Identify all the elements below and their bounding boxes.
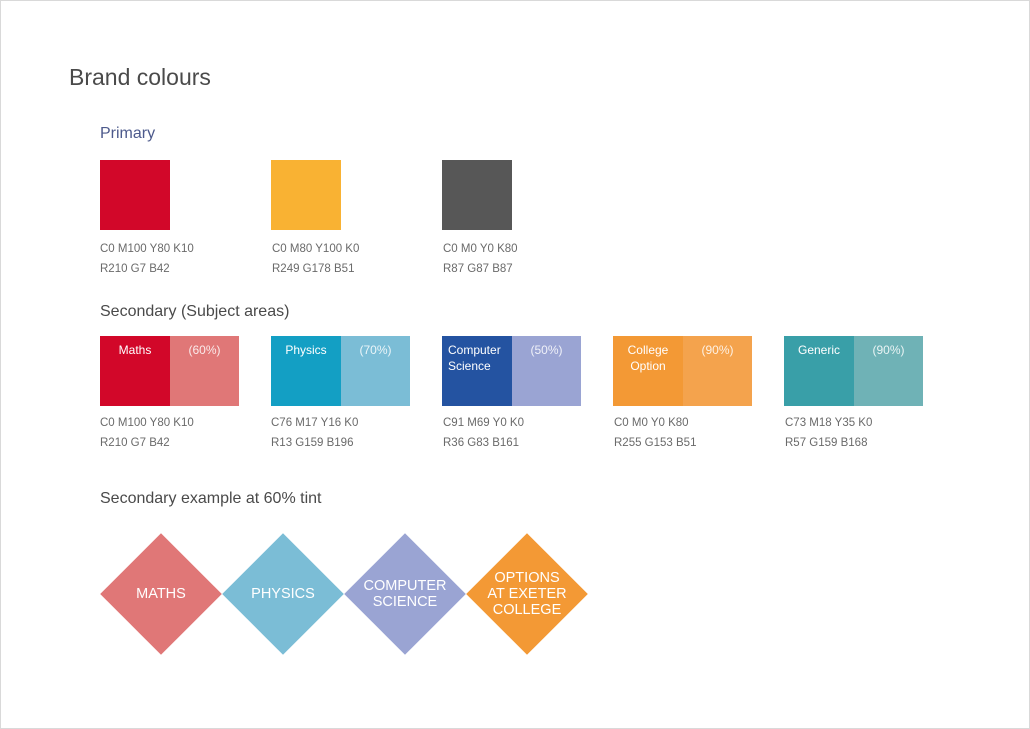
secondary-swatch-college-option: College Option (90%) (613, 336, 752, 406)
primary-swatch-red (100, 160, 170, 230)
secondary-swatch-generic: Generic (90%) (784, 336, 923, 406)
swatch-label: College Option (627, 343, 669, 373)
rgb-value: R13 G159 B196 (271, 437, 354, 449)
secondary-swatch-maths: Maths (60%) (100, 336, 239, 406)
rgb-value: R210 G7 B42 (100, 437, 170, 449)
diamond-computer-science: COMPUTER SCIENCE (344, 533, 466, 655)
tint-label: (90%) (701, 343, 734, 357)
diamond-physics: PHYSICS (222, 533, 344, 655)
diamond-options-at-exeter-college: OPTIONS AT EXETER COLLEGE (466, 533, 588, 655)
swatch-solid: Physics (271, 336, 341, 406)
swatch-tint: (70%) (341, 336, 410, 406)
primary-section-title: Primary (100, 125, 156, 142)
swatch-tint: (90%) (854, 336, 923, 406)
cmyk-value: C0 M0 Y0 K80 (443, 243, 518, 255)
diamond-label: MATHS (136, 586, 186, 602)
cmyk-value: C0 M80 Y100 K0 (272, 243, 360, 255)
secondary-swatch-computer-science: Computer Science (50%) (442, 336, 581, 406)
rgb-value: R87 G87 B87 (443, 263, 513, 275)
example-section-title: Secondary example at 60% tint (100, 490, 322, 507)
swatch-tint: (60%) (170, 336, 239, 406)
swatch-label: Maths (118, 343, 152, 357)
rgb-value: R36 G83 B161 (443, 437, 520, 449)
cmyk-value: C0 M0 Y0 K80 (614, 417, 689, 429)
secondary-spec-physics: C76 M17 Y16 K0 R13 G159 B196 (271, 413, 358, 453)
swatch-tint: (50%) (512, 336, 581, 406)
cmyk-value: C0 M100 Y80 K10 (100, 417, 194, 429)
primary-spec-orange: C0 M80 Y100 K0 R249 G178 B51 (272, 239, 359, 279)
cmyk-value: C0 M100 Y80 K10 (100, 243, 194, 255)
cmyk-value: C76 M17 Y16 K0 (271, 417, 359, 429)
swatch-solid: College Option (613, 336, 683, 406)
secondary-spec-generic: C73 M18 Y35 K0 R57 G159 B168 (785, 413, 872, 453)
tint-label: (50%) (530, 343, 563, 357)
primary-spec-red: C0 M100 Y80 K10 R210 G7 B42 (100, 239, 194, 279)
secondary-spec-computer-science: C91 M69 Y0 K0 R36 G83 B161 (443, 413, 524, 453)
rgb-value: R249 G178 B51 (272, 263, 355, 275)
swatch-label: Computer Science (448, 343, 501, 373)
diamond-label: OPTIONS AT EXETER COLLEGE (487, 570, 567, 618)
swatch-solid: Generic (784, 336, 854, 406)
secondary-section-title: Secondary (Subject areas) (100, 303, 290, 320)
primary-swatch-orange (271, 160, 341, 230)
tint-label: (90%) (872, 343, 905, 357)
swatch-tint: (90%) (683, 336, 752, 406)
rgb-value: R57 G159 B168 (785, 437, 868, 449)
diamond-label: PHYSICS (251, 586, 315, 602)
swatch-label: Physics (285, 343, 327, 357)
rgb-value: R255 G153 B51 (614, 437, 697, 449)
cmyk-value: C91 M69 Y0 K0 (443, 417, 524, 429)
swatch-solid: Maths (100, 336, 170, 406)
rgb-value: R210 G7 B42 (100, 263, 170, 275)
secondary-spec-maths: C0 M100 Y80 K10 R210 G7 B42 (100, 413, 194, 453)
secondary-spec-college-option: C0 M0 Y0 K80 R255 G153 B51 (614, 413, 696, 453)
primary-swatch-grey (442, 160, 512, 230)
swatch-solid: Computer Science (442, 336, 512, 406)
diamond-label: COMPUTER SCIENCE (363, 578, 447, 610)
primary-spec-grey: C0 M0 Y0 K80 R87 G87 B87 (443, 239, 518, 279)
page-title: Brand colours (69, 64, 211, 90)
diamond-maths: MATHS (100, 533, 222, 655)
swatch-label: Generic (797, 343, 841, 357)
tint-label: (70%) (359, 343, 392, 357)
cmyk-value: C73 M18 Y35 K0 (785, 417, 873, 429)
secondary-swatch-physics: Physics (70%) (271, 336, 410, 406)
tint-label: (60%) (188, 343, 221, 357)
